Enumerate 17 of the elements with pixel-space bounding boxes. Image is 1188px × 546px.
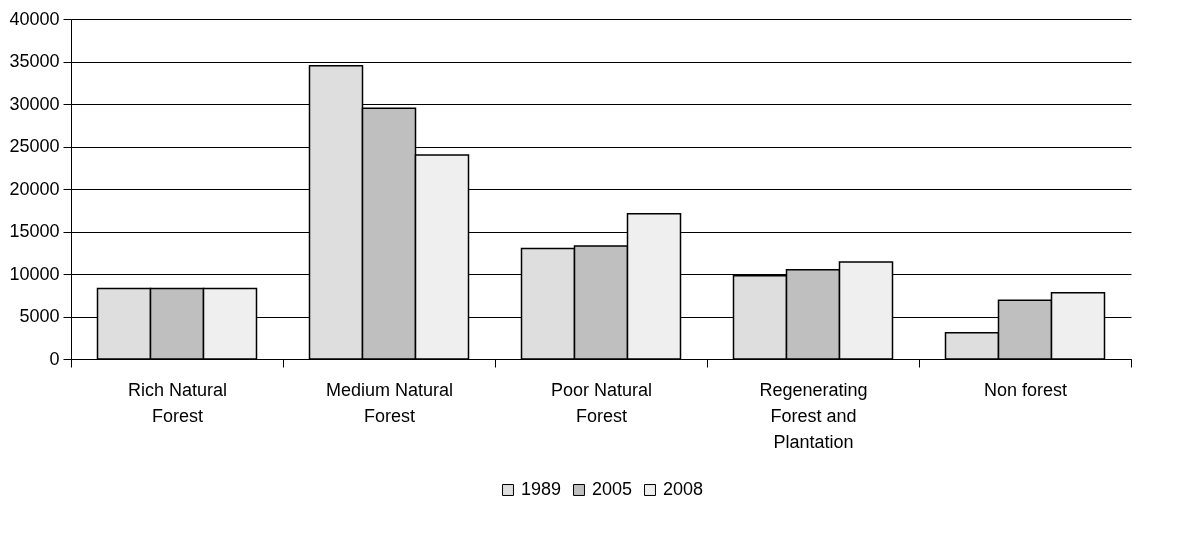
y-tick-label: 15000 <box>9 221 60 241</box>
y-tick-label: 20000 <box>9 178 60 199</box>
x-tick-label: Regenerating Forest and Plantation <box>759 379 868 452</box>
x-tick-label: Non forest <box>983 379 1068 400</box>
legend-label: 2008 <box>663 479 704 499</box>
y-tick-label: 5000 <box>19 306 60 326</box>
y-tick-label: 30000 <box>9 93 60 114</box>
y-tick-label: 0 <box>49 348 60 369</box>
y-tick-label: 40000 <box>9 8 60 29</box>
legend-label: 1989 <box>521 479 562 499</box>
legend-label: 2005 <box>592 479 633 499</box>
y-tick-label: 25000 <box>9 136 60 156</box>
x-tick-label: Rich Natural Forest <box>127 379 228 426</box>
y-tick-label: 10000 <box>9 263 60 284</box>
x-tick-label: Medium Natural Forest <box>325 379 454 426</box>
y-tick-label: 35000 <box>9 51 60 71</box>
x-tick-label: Poor Natural Forest <box>550 379 653 426</box>
